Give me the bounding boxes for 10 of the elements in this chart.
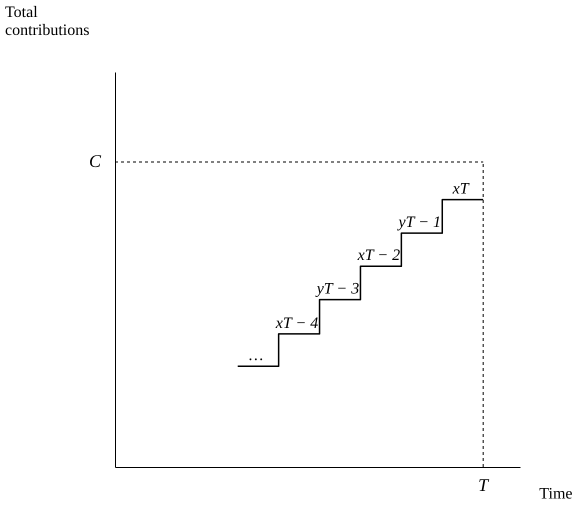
annotation: yT − 3	[314, 280, 360, 298]
text: Total contributions	[5, 4, 90, 39]
annotation: xT − 2	[356, 247, 400, 264]
text: xT	[452, 180, 470, 198]
text: T	[478, 475, 490, 495]
x-axis-title: Time	[539, 486, 572, 502]
annotation: yT − 1	[396, 214, 442, 232]
ref-line-label: C	[88, 150, 102, 171]
annotation: …	[249, 347, 264, 364]
annotation: xT − 4	[274, 314, 318, 332]
